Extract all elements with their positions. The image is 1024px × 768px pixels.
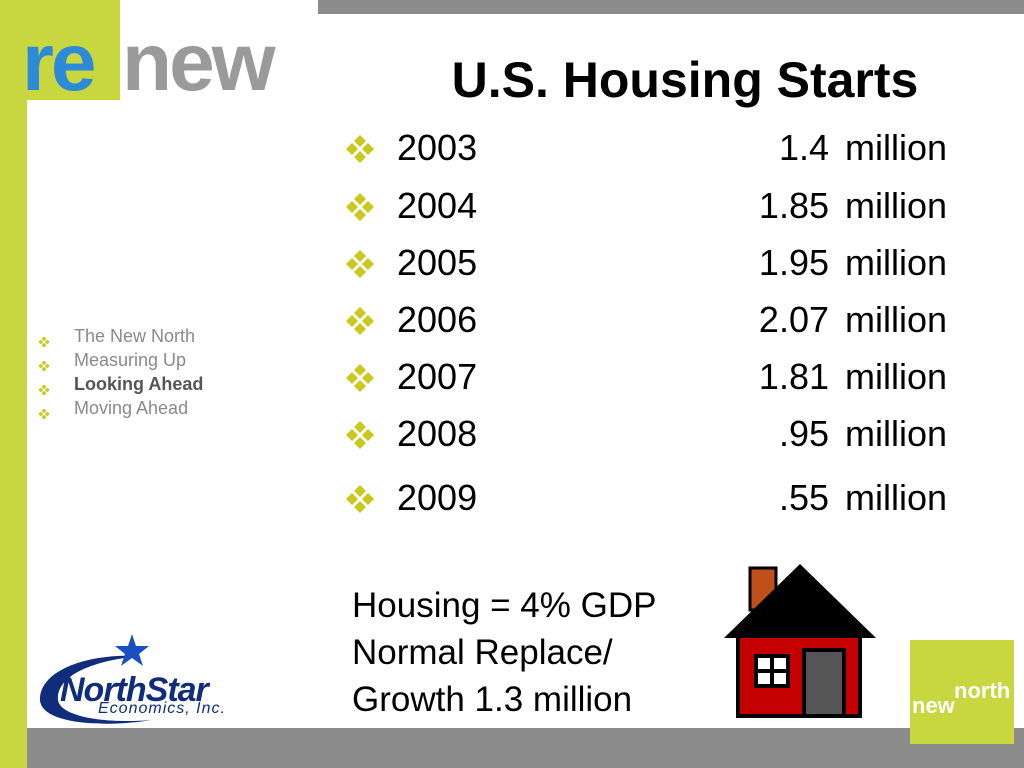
bullet-icon — [38, 378, 50, 396]
four-diamond-bullet-icon — [346, 307, 374, 335]
row-year: 2009 — [397, 477, 478, 518]
bullet-icon — [345, 132, 375, 163]
house-icon — [724, 564, 876, 718]
row-value: 1.95 — [758, 242, 829, 283]
four-diamond-bullet-icon — [346, 135, 374, 163]
list-item: 2005 1.95 million — [345, 243, 965, 283]
bullet-icon — [345, 361, 375, 392]
renew-logo-re: re — [22, 17, 96, 108]
row-year: 2005 — [397, 242, 478, 283]
row-value: .55 — [778, 477, 829, 518]
row-unit: million — [845, 356, 948, 397]
list-item: 2006 2.07 million — [345, 300, 965, 340]
newnorth-logo-new: new — [912, 693, 955, 718]
northstar-name: NorthStar — [60, 671, 209, 709]
star-icon — [115, 634, 149, 666]
four-diamond-bullet-icon — [346, 364, 374, 392]
row-year: 2007 — [397, 356, 478, 397]
slide-title: U.S. Housing Starts — [451, 52, 919, 108]
list-item: 2004 1.85 million — [345, 186, 965, 226]
row-year: 2008 — [397, 413, 478, 454]
list-item: 2003 1.4 million — [345, 128, 965, 168]
four-diamond-bullet-icon — [38, 360, 50, 372]
nav-item-label: Looking Ahead — [74, 374, 204, 394]
row-unit: million — [845, 413, 948, 454]
row-unit: million — [845, 127, 948, 168]
row-value: .95 — [778, 413, 829, 454]
left-accent-bar — [0, 0, 27, 768]
four-diamond-bullet-icon — [346, 250, 374, 278]
top-gray-bar — [318, 0, 1024, 14]
bullet-icon — [38, 402, 50, 420]
bullet-icon — [38, 330, 50, 348]
four-diamond-bullet-icon — [38, 336, 50, 348]
row-unit: million — [845, 185, 948, 226]
note-line-replace: Normal Replace/ — [352, 633, 613, 672]
renew-logo-new: new — [122, 17, 275, 108]
nav-item-label: Moving Ahead — [74, 398, 189, 418]
list-item: 2008 .95 million — [345, 414, 965, 454]
four-diamond-bullet-icon — [38, 384, 50, 396]
bullet-icon — [345, 190, 375, 221]
renew-logo-green-block — [0, 0, 120, 100]
row-year: 2004 — [397, 185, 478, 226]
northstar-swoosh — [39, 655, 152, 724]
list-item: 2009 .55 million — [345, 478, 965, 518]
four-diamond-bullet-icon — [346, 193, 374, 221]
bottom-gray-bar — [27, 728, 1024, 768]
bullet-icon — [345, 482, 375, 513]
northstar-subtitle: Economics, Inc. — [98, 700, 226, 717]
note-line-gdp: Housing = 4% GDP — [352, 586, 657, 625]
list-item: 2007 1.81 million — [345, 357, 965, 397]
row-unit: million — [845, 242, 948, 283]
four-diamond-bullet-icon — [346, 485, 374, 513]
row-unit: million — [845, 299, 948, 340]
row-value: 1.81 — [758, 356, 829, 397]
newnorth-logo — [910, 640, 1014, 744]
row-value: 1.4 — [778, 127, 829, 168]
nav-item-label: The New North — [74, 326, 196, 346]
four-diamond-bullet-icon — [38, 408, 50, 420]
bullet-icon — [345, 418, 375, 449]
bullet-icon — [38, 354, 50, 372]
bullet-icon — [345, 304, 375, 335]
row-year: 2006 — [397, 299, 478, 340]
northstar-logo — [39, 634, 152, 724]
housing-note: Housing = 4% GDP Normal Replace/ Growth … — [352, 582, 656, 723]
row-year: 2003 — [397, 127, 478, 168]
four-diamond-bullet-icon — [346, 421, 374, 449]
row-value: 2.07 — [758, 299, 829, 340]
nav-item-label: Measuring Up — [74, 350, 187, 370]
bullet-icon — [345, 247, 375, 278]
row-unit: million — [845, 477, 948, 518]
note-line-growth: Growth 1.3 million — [352, 680, 633, 719]
newnorth-logo-north: north — [954, 678, 1011, 703]
row-value: 1.85 — [758, 185, 829, 226]
